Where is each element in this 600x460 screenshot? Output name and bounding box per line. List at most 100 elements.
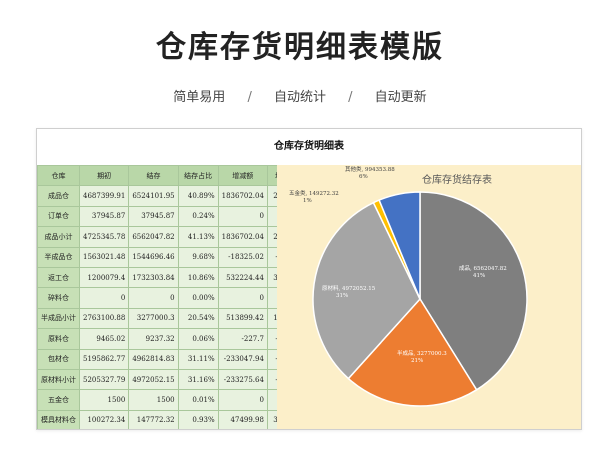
- table-cell[interactable]: 1200079.4: [78, 266, 130, 289]
- row-label-cell[interactable]: 订单仓: [37, 205, 80, 228]
- table-cell[interactable]: 147772.32: [128, 409, 179, 429]
- table-cell[interactable]: 1500: [78, 389, 130, 411]
- table-cell[interactable]: 100272.34: [78, 409, 130, 429]
- table-cell[interactable]: 0.00%: [177, 287, 219, 309]
- row-label-cell[interactable]: 模具材料仓: [37, 409, 80, 429]
- table-cell[interactable]: 31.11%: [177, 348, 219, 370]
- tag-separator: /: [247, 90, 252, 105]
- table-cell[interactable]: 0: [128, 287, 179, 309]
- row-label-cell[interactable]: 碎料仓: [37, 287, 80, 309]
- table-cell[interactable]: 532224.44: [217, 266, 268, 289]
- pie-slice[interactable]: [312, 201, 421, 380]
- row-label-cell[interactable]: 原材料小计: [37, 368, 80, 391]
- table-cell[interactable]: 1544696.46: [128, 246, 179, 268]
- column-header-warehouse[interactable]: 仓库: [37, 164, 80, 187]
- spreadsheet-preview: 仓库存货明细表 仓库 期初 结存 结存占比 增减额 增减率 成品仓4687399…: [36, 128, 582, 430]
- table-cell[interactable]: -233047.94: [217, 348, 268, 370]
- row-label-cell[interactable]: 五金仓: [37, 389, 80, 411]
- column-header-change[interactable]: 增减额: [217, 164, 268, 187]
- table-cell[interactable]: 6562047.82: [128, 226, 179, 248]
- table-cell[interactable]: 4972052.15: [128, 368, 179, 391]
- table-cell[interactable]: 40.89%: [177, 185, 219, 207]
- table-cell[interactable]: 41.13%: [177, 226, 219, 248]
- table-cell[interactable]: 9237.32: [128, 328, 179, 350]
- table-cell[interactable]: 0.93%: [177, 409, 219, 429]
- table-cell[interactable]: 5195862.77: [78, 348, 130, 370]
- table-cell[interactable]: 1836702.04: [217, 226, 268, 248]
- page-title: 仓库存货明细表模版: [156, 30, 444, 65]
- table-cell[interactable]: 4687399.91: [78, 185, 130, 207]
- table-cell[interactable]: 37945.87: [128, 205, 179, 228]
- table-row: 包材仓5195862.774962814.8331.11%-233047.94-…: [37, 348, 304, 370]
- table-cell[interactable]: -233275.64: [217, 368, 268, 391]
- pie-data-label: 成品, 6562047.82 41%: [459, 264, 507, 279]
- table-cell[interactable]: 2763100.88: [78, 307, 130, 330]
- pie-slice[interactable]: [419, 191, 528, 391]
- table-cell[interactable]: 4962814.83: [128, 348, 179, 370]
- column-header-closing[interactable]: 结存: [128, 164, 179, 187]
- pie-data-label: 五金类, 149272.32 1%: [289, 189, 339, 204]
- chart-title: 仓库存货结存表: [422, 173, 492, 186]
- table-cell[interactable]: 1563021.48: [78, 246, 130, 268]
- table-cell[interactable]: -18325.02: [217, 246, 268, 268]
- table-row: 返工仓1200079.41732303.8410.86%532224.4430.…: [37, 266, 304, 289]
- table-cell[interactable]: 47499.98: [217, 409, 268, 429]
- table-header-row: 仓库 期初 结存 结存占比 增减额 增减率: [37, 164, 304, 187]
- table-row: 原材料小计 5205327.79 4972052.15 31.16% -233275.6…: [37, 368, 304, 391]
- pie-slice[interactable]: [378, 191, 421, 300]
- tag-easy: 简单易用: [173, 90, 226, 105]
- table-cell[interactable]: 37945.87: [78, 205, 130, 228]
- table-cell[interactable]: 0: [217, 205, 268, 228]
- pie-data-label: 其他类, 994353.88 6%: [345, 165, 395, 180]
- row-label-cell[interactable]: 半成品小计: [37, 307, 80, 330]
- table-body: 成品仓4687399.916524101.9540.89%1836702.042…: [37, 185, 304, 429]
- row-label-cell[interactable]: 原料仓: [37, 328, 80, 350]
- row-label-cell[interactable]: 返工仓: [37, 266, 80, 289]
- table-cell[interactable]: 1836702.04: [217, 185, 268, 207]
- tag-auto-update: 自动更新: [374, 90, 427, 105]
- table-row: 成品仓4687399.916524101.9540.89%1836702.042…: [37, 185, 304, 207]
- table-row: 模具材料仓100272.34147772.320.93%47499.9832.1…: [37, 409, 304, 429]
- table-cell[interactable]: 1500: [128, 389, 179, 411]
- table-cell[interactable]: -227.7: [217, 328, 268, 350]
- table-cell[interactable]: 10.86%: [177, 266, 219, 289]
- feature-tags: 简单易用 / 自动统计 / 自动更新: [0, 86, 600, 105]
- table-cell[interactable]: 9465.02: [78, 328, 130, 350]
- table-row: 成品小计 4725345.78 6562047.82 41.13% 1836702.04…: [37, 226, 304, 248]
- table-cell[interactable]: 4725345.78: [78, 226, 130, 248]
- pie-data-label: 半成品, 3277000.3 21%: [397, 349, 447, 364]
- table-cell[interactable]: 3277000.3: [128, 307, 179, 330]
- pie-data-label: 原材料, 4972052.15 31%: [322, 284, 376, 299]
- table-cell[interactable]: 0.24%: [177, 205, 219, 228]
- table-row: 半成品小计2763100.883277000.320.54%513899.421…: [37, 307, 304, 330]
- row-label-cell[interactable]: 包材仓: [37, 348, 80, 370]
- table-cell[interactable]: 0: [217, 287, 268, 309]
- tag-auto-stats: 自动统计: [273, 90, 326, 105]
- table-cell[interactable]: 0.06%: [177, 328, 219, 350]
- table-cell[interactable]: 20.54%: [177, 307, 219, 330]
- row-label-cell[interactable]: 成品小计: [37, 226, 80, 248]
- column-header-share[interactable]: 结存占比: [177, 164, 219, 187]
- tag-separator: /: [348, 90, 353, 105]
- table-cell[interactable]: 0: [78, 287, 130, 309]
- table-cell[interactable]: 1732303.84: [128, 266, 179, 289]
- table-row: 半成品仓1563021.481544696.469.68%-18325.02-1…: [37, 246, 304, 268]
- inventory-table: 仓库 期初 结存 结存占比 增减额 增减率 成品仓4687399.9165241…: [37, 164, 304, 429]
- sheet-title: 仓库存货明细表: [37, 129, 581, 166]
- table-cell[interactable]: 6524101.95: [128, 185, 179, 207]
- row-label-cell[interactable]: 成品仓: [37, 185, 80, 207]
- table-cell[interactable]: 0.01%: [177, 389, 219, 411]
- table-cell[interactable]: 9.68%: [177, 246, 219, 268]
- table-cell[interactable]: 0: [217, 389, 268, 411]
- pie-chart-panel: 成品, 6562047.82 41% 半成品, 3277000.3 21% 原材料, 4…: [277, 165, 581, 429]
- column-header-opening[interactable]: 期初: [78, 164, 130, 187]
- table-cell[interactable]: 513899.42: [217, 307, 268, 330]
- row-label-cell[interactable]: 半成品仓: [37, 246, 80, 268]
- pie-slice[interactable]: [347, 297, 478, 407]
- table-cell[interactable]: 31.16%: [177, 368, 219, 391]
- table-cell[interactable]: 5205327.79: [78, 368, 130, 391]
